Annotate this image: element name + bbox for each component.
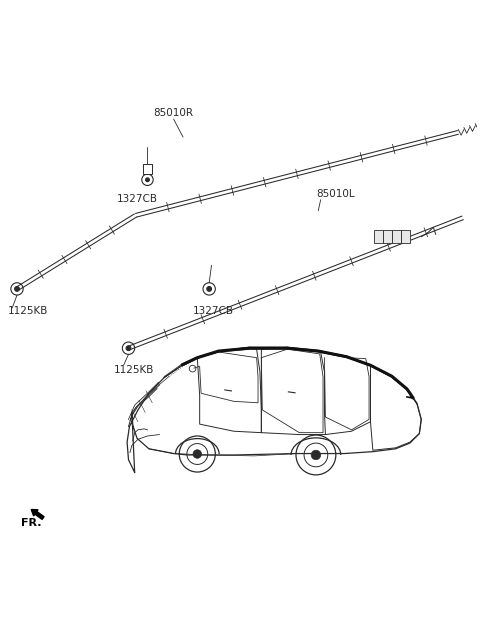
- Text: 1327CB: 1327CB: [192, 306, 234, 316]
- Text: 1327CB: 1327CB: [117, 194, 157, 204]
- Bar: [392, 230, 401, 243]
- FancyArrow shape: [31, 510, 44, 519]
- Bar: [143, 164, 152, 174]
- Text: 1125KB: 1125KB: [114, 365, 155, 375]
- Circle shape: [193, 450, 202, 458]
- Text: 1125KB: 1125KB: [8, 306, 48, 316]
- Circle shape: [145, 178, 149, 181]
- Bar: [401, 230, 409, 243]
- Bar: [383, 230, 392, 243]
- Circle shape: [311, 450, 321, 460]
- Circle shape: [126, 346, 131, 350]
- Text: 85010R: 85010R: [154, 108, 193, 118]
- Text: 85010L: 85010L: [316, 189, 355, 198]
- Text: FR.: FR.: [21, 518, 41, 528]
- Circle shape: [207, 287, 212, 291]
- Bar: [374, 230, 383, 243]
- Circle shape: [14, 287, 19, 291]
